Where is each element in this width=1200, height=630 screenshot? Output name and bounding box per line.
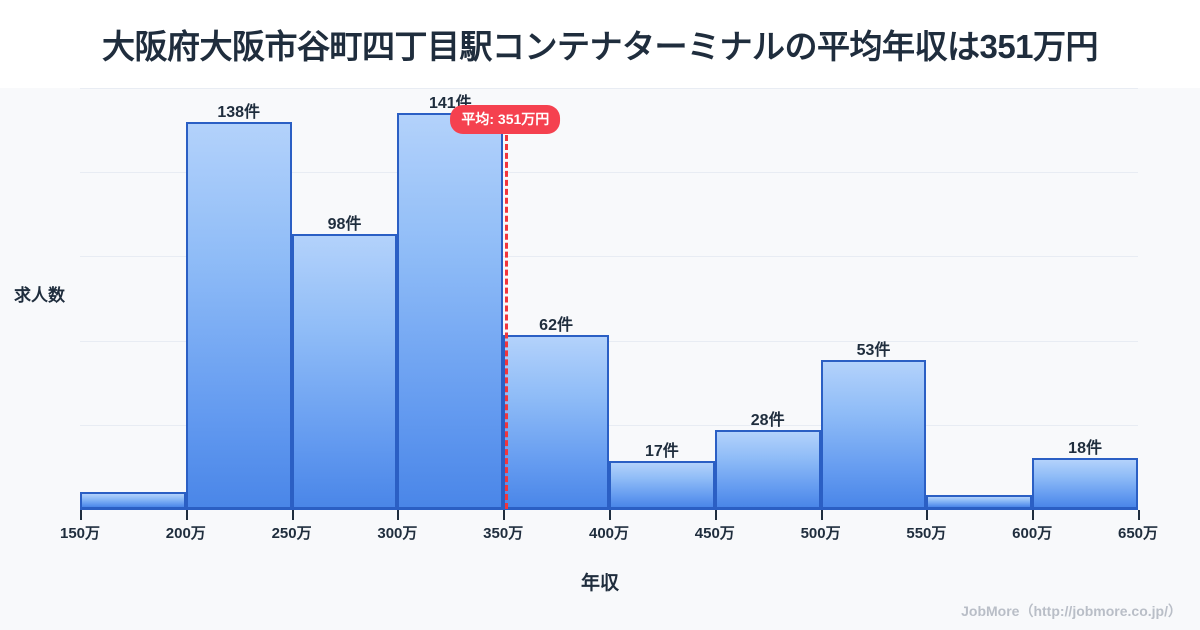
page-title: 大阪府大阪市谷町四丁目駅コンテナターミナルの平均年収は351万円 — [101, 28, 1099, 65]
histogram-bar[interactable] — [80, 492, 186, 509]
x-axis-tick-label: 400万 — [588, 525, 630, 542]
average-line — [505, 126, 509, 509]
x-axis-title: 年収 — [580, 573, 619, 594]
bar-value-label: 18件 — [1068, 440, 1102, 458]
x-axis-tick-label: 600万 — [1012, 525, 1053, 542]
x-axis-tick — [1032, 510, 1035, 520]
footer-watermark: JobMore（http://jobmore.co.jp/） — [961, 603, 1182, 619]
bar-value-label: 62件 — [539, 316, 573, 334]
gridline — [80, 424, 1138, 426]
x-axis-tick-label: 250万 — [271, 525, 312, 542]
x-axis-tick — [1138, 510, 1140, 520]
bar-value-label: 53件 — [856, 342, 891, 360]
x-axis-tick — [609, 510, 611, 520]
bar-value-label: 98件 — [327, 215, 362, 233]
x-axis-tick — [185, 510, 188, 520]
gridline — [80, 172, 1138, 174]
x-axis-tick-label: 550万 — [906, 525, 947, 542]
x-axis-tick-label: 650万 — [1117, 525, 1159, 542]
histogram-bar[interactable] — [397, 113, 504, 509]
plot-area: 138件 98件 141件 62件 17件 28件 53件 18件 — [80, 88, 1138, 509]
x-axis-line — [80, 508, 1138, 510]
x-axis-tick — [503, 510, 506, 520]
x-axis-tick — [397, 510, 400, 520]
x-axis-tick — [820, 510, 823, 520]
histogram-bar[interactable] — [503, 335, 609, 509]
x-axis-tick-label: 500万 — [800, 525, 841, 542]
histogram-bar[interactable] — [1032, 458, 1138, 509]
histogram-bar[interactable] — [609, 461, 715, 509]
average-badge: 平均: 351万円 — [450, 105, 561, 134]
bar-value-label: 17件 — [644, 443, 679, 461]
x-axis-tick — [291, 510, 294, 520]
bar-value-label: 28件 — [750, 412, 785, 430]
x-axis-tick — [714, 510, 717, 520]
histogram-bar[interactable] — [926, 494, 1033, 509]
x-axis-tick-label: 200万 — [165, 525, 206, 542]
bar-value-label: 138件 — [217, 103, 261, 121]
x-axis-tick — [926, 510, 929, 520]
histogram-bar[interactable] — [820, 360, 927, 509]
x-axis-tick-label: 350万 — [483, 525, 524, 542]
title-bar: 大阪府大阪市谷町四丁目駅コンテナターミナルの平均年収は351万円 — [0, 0, 1200, 88]
x-axis-tick — [80, 510, 82, 520]
y-axis-title: 求人数 — [14, 286, 65, 305]
gridline — [80, 88, 1138, 89]
gridline — [80, 256, 1138, 258]
x-axis-tick-label: 300万 — [377, 525, 418, 542]
histogram-bar[interactable] — [714, 430, 821, 509]
histogram-bar[interactable] — [185, 121, 292, 509]
histogram-bar[interactable] — [291, 233, 398, 509]
x-axis-tick-label: 450万 — [694, 525, 735, 542]
gridline — [80, 340, 1138, 342]
x-axis-tick-label: 150万 — [59, 525, 101, 542]
